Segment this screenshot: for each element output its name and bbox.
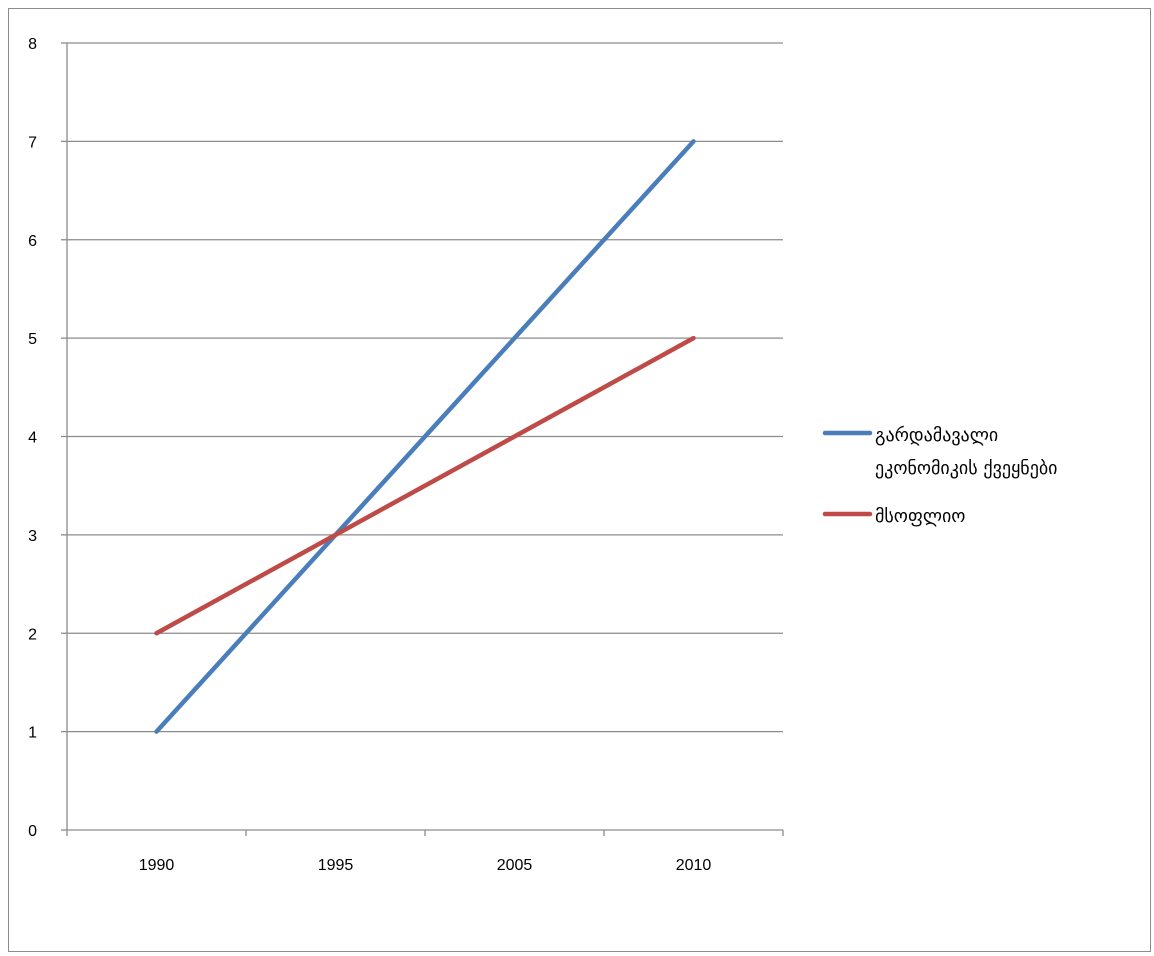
- chart-frame: 0 1 2 3 4 5 6 7 8 1990 1995 2005 2010 გარდამავალი ეკო…: [8, 8, 1151, 952]
- y-tick-label: 0: [28, 823, 37, 840]
- legend-label-1: ეკონომიკის ქვეყნები: [875, 458, 1057, 479]
- x-tick-label: 1990: [139, 857, 175, 874]
- x-tick-label: 1995: [318, 857, 354, 874]
- y-tick-label: 5: [28, 331, 37, 348]
- legend-label-2: მსოფლიო: [875, 506, 965, 527]
- y-tick-label: 7: [28, 134, 37, 151]
- y-tick-label: 2: [28, 626, 37, 643]
- legend: გარდამავალი ეკონომიკის ქვეყნები მსოფლიო: [822, 425, 1057, 527]
- y-tick-label: 4: [28, 430, 37, 447]
- y-tick-label: 1: [28, 725, 37, 742]
- series-line-2: [154, 335, 696, 636]
- y-tick-label: 6: [28, 233, 37, 250]
- line-chart: 0 1 2 3 4 5 6 7 8 1990 1995 2005 2010 გარდამავალი ეკო…: [28, 36, 1057, 874]
- series-lines: [154, 139, 696, 734]
- y-tick-label: 3: [28, 528, 37, 545]
- y-tick-label: 8: [28, 36, 37, 53]
- x-tick-label: 2005: [497, 857, 533, 874]
- series-line-1: [154, 139, 696, 734]
- x-tick-label: 2010: [676, 857, 712, 874]
- axes: 0 1 2 3 4 5 6 7 8 1990 1995 2005 2010: [28, 36, 784, 874]
- gridlines: [67, 42, 783, 733]
- legend-label-1: გარდამავალი: [875, 425, 998, 446]
